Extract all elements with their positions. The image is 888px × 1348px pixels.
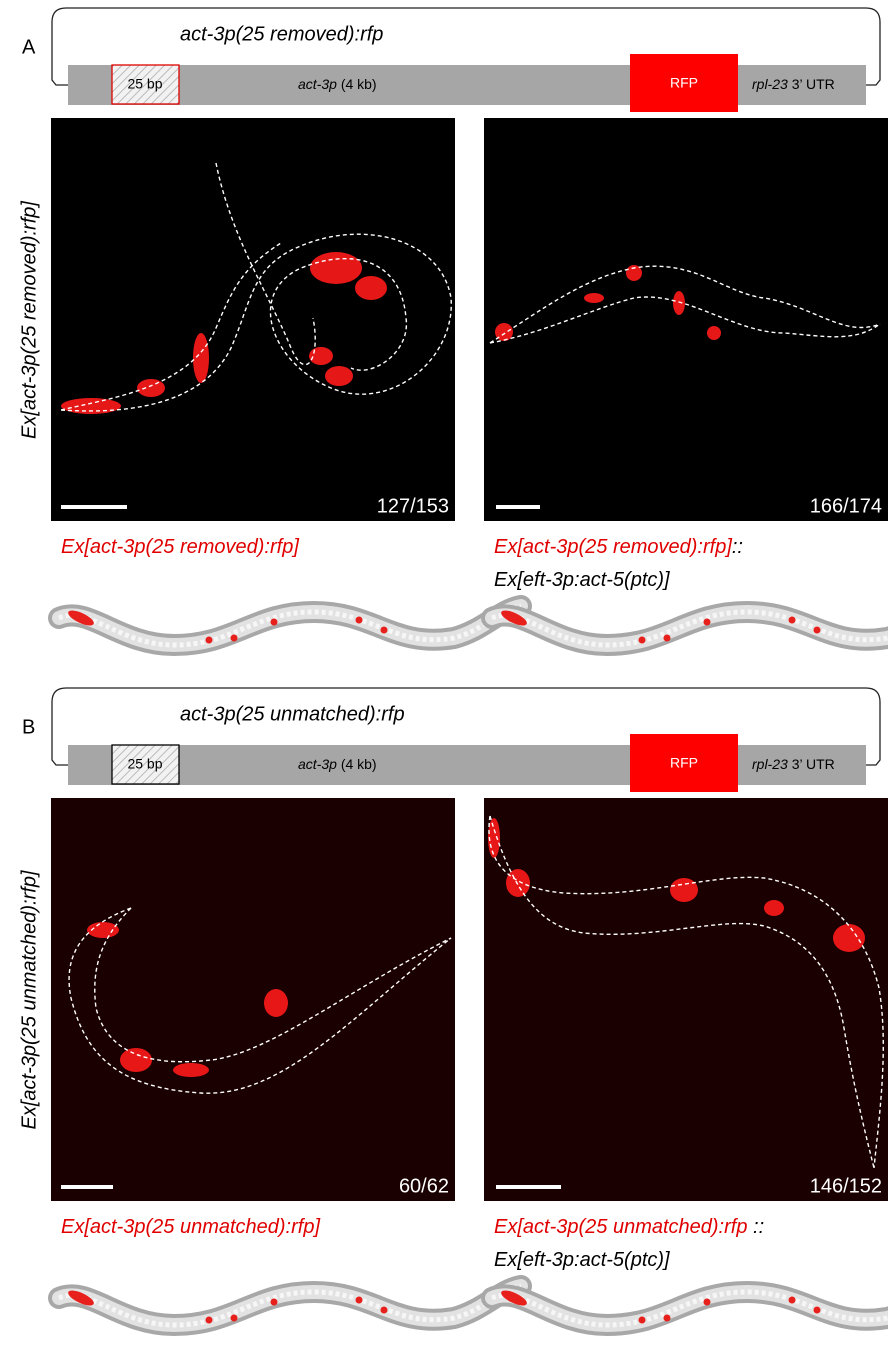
worm-cartoon-cell (664, 635, 671, 642)
construct-bar (68, 65, 866, 105)
rfp-signal (764, 900, 784, 916)
construct-title: act-3p(25 unmatched):rfp (180, 703, 405, 725)
worm-cartoon-cell (356, 617, 363, 624)
panel: B 25 bp act-3p(25 unmatched):rfp act-3p (4 … (18, 688, 888, 1325)
rfp-signal (137, 379, 165, 397)
caption-line: Ex[eft-3p:act-5(ptc)] (494, 569, 670, 591)
utr-label: rpl-23 3’ UTR (752, 756, 835, 772)
caption-segment: Ex[act-3p(25 removed):rfp] (61, 536, 299, 558)
worm-cartoon-cell (206, 1317, 213, 1324)
caption-segment: Ex[eft-3p:act-5(ptc)] (494, 1249, 670, 1271)
worm-cartoon-cell (381, 1307, 388, 1314)
worm-cartoon-cell (356, 1297, 363, 1304)
count-label: 60/62 (399, 1175, 449, 1197)
utr-suffix: 3’ UTR (792, 756, 835, 772)
utr-gene: rpl-23 (752, 756, 788, 772)
side-label: Ex[act-3p(25 removed):rfp] (18, 201, 40, 439)
rfp-signal (355, 276, 387, 300)
caption-segment: Ex[eft-3p:act-5(ptc)] (494, 569, 670, 591)
worm-cartoon-cell (814, 627, 821, 634)
worm-cartoon-cell (271, 619, 278, 626)
worm-cartoon-cell (639, 637, 646, 644)
utr-suffix: 3’ UTR (792, 76, 835, 92)
construct-title: act-3p(25 removed):rfp (180, 23, 383, 45)
utr-gene: rpl-23 (752, 76, 788, 92)
count-label: 166/174 (810, 495, 882, 517)
worm-cartoon-cell (704, 1299, 711, 1306)
insert-label: 25 bp (127, 76, 162, 92)
worm-cartoon-cell (231, 635, 238, 642)
caption-line: Ex[act-3p(25 unmatched):rfp :: (494, 1216, 764, 1238)
rfp-signal (264, 989, 288, 1017)
worm-cartoon-cell (639, 1317, 646, 1324)
worm-cartoon-cell (814, 1307, 821, 1314)
caption-segment: :: (747, 1216, 764, 1238)
panel-label: A (22, 36, 36, 58)
rfp-signal (707, 326, 721, 340)
panel: A 25 bp act-3p(25 removed):rfp act-3p (4 kb… (18, 8, 888, 645)
count-label: 146/152 (810, 1175, 882, 1197)
worm-cartoon-cell (231, 1315, 238, 1322)
caption-segment: Ex[act-3p(25 unmatched):rfp] (61, 1216, 320, 1238)
rfp-signal (325, 366, 353, 386)
micrograph-background (51, 118, 455, 521)
micrograph: 127/153 (51, 118, 455, 521)
promoter-label: act-3p (4 kb) (298, 76, 377, 92)
rfp-signal (310, 252, 362, 284)
promoter-size: (4 kb) (341, 76, 377, 92)
rfp-signal (673, 291, 685, 315)
construct-bar (68, 745, 866, 785)
caption-segment: :: (732, 536, 743, 558)
caption-segment: Ex[act-3p(25 removed):rfp] (494, 536, 732, 558)
worm-cartoon-cell (206, 637, 213, 644)
worm-cartoon-cell (789, 617, 796, 624)
caption-line: Ex[eft-3p:act-5(ptc)] (494, 1249, 670, 1271)
micrograph: 146/152 (484, 798, 888, 1201)
worm-cartoon-cell (381, 627, 388, 634)
rfp-signal (120, 1048, 152, 1072)
worm-cartoon-cell (271, 1299, 278, 1306)
panel-label: B (22, 716, 35, 738)
rfp-signal (506, 869, 530, 897)
figure: A 25 bp act-3p(25 removed):rfp act-3p (4 kb… (0, 0, 888, 1348)
micrograph-background (51, 798, 455, 1201)
rfp-signal (833, 924, 865, 952)
count-label: 127/153 (377, 495, 449, 517)
insert-label: 25 bp (127, 756, 162, 772)
promoter-name: act-3p (298, 76, 337, 92)
micrograph-background (484, 798, 888, 1201)
reporter-label: RFP (670, 75, 698, 91)
worm-cartoon-cell (704, 619, 711, 626)
promoter-size: (4 kb) (341, 756, 377, 772)
caption-line: Ex[act-3p(25 removed):rfp]:: (494, 536, 743, 558)
rfp-signal (584, 293, 604, 303)
worm-cartoon-cell (789, 1297, 796, 1304)
rfp-signal (173, 1063, 209, 1077)
utr-label: rpl-23 3’ UTR (752, 76, 835, 92)
rfp-signal (309, 347, 333, 365)
caption-line: Ex[act-3p(25 removed):rfp] (61, 536, 299, 558)
micrograph: 60/62 (51, 798, 455, 1201)
rfp-signal (193, 333, 209, 383)
side-label: Ex[act-3p(25 unmatched):rfp] (18, 870, 40, 1129)
promoter-label: act-3p (4 kb) (298, 756, 377, 772)
caption-line: Ex[act-3p(25 unmatched):rfp] (61, 1216, 320, 1238)
promoter-name: act-3p (298, 756, 337, 772)
worm-cartoon-cell (664, 1315, 671, 1322)
caption-segment: Ex[act-3p(25 unmatched):rfp (494, 1216, 747, 1238)
rfp-signal (670, 878, 698, 902)
reporter-label: RFP (670, 755, 698, 771)
micrograph: 166/174 (484, 118, 888, 521)
